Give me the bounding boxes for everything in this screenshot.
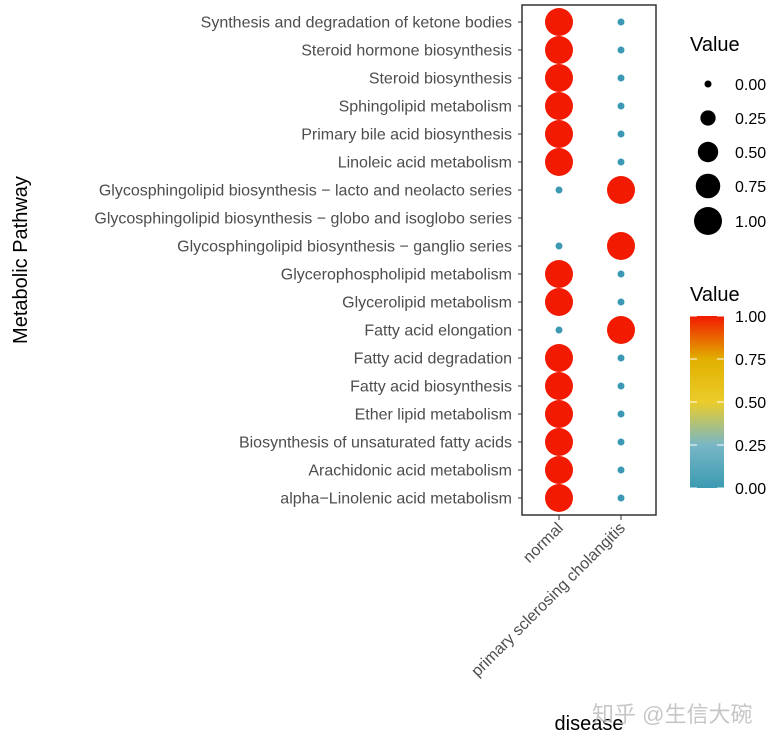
y-tick-label: Fatty acid biosynthesis	[350, 379, 512, 396]
data-point	[617, 354, 625, 362]
data-point	[545, 8, 573, 36]
data-point	[617, 158, 625, 166]
colorbar-label: 0.25	[735, 438, 766, 455]
data-point	[607, 232, 635, 260]
data-point	[545, 120, 573, 148]
data-point	[545, 260, 573, 288]
data-point	[555, 326, 563, 334]
data-point	[617, 382, 625, 390]
data-point	[617, 410, 625, 418]
size-legend-key	[695, 173, 721, 199]
y-tick-label: Arachidonic acid metabolism	[308, 463, 512, 480]
y-tick-label: Ether lipid metabolism	[355, 407, 512, 424]
y-tick-label: Glycerophospholipid metabolism	[281, 267, 512, 284]
size-legend-key	[700, 110, 716, 126]
plot-panel	[521, 4, 657, 516]
size-legend-key	[704, 80, 712, 88]
data-point	[545, 64, 573, 92]
x-tick-label: normal	[520, 520, 567, 567]
data-point	[545, 372, 573, 400]
data-point	[617, 438, 625, 446]
watermark: 知乎 @生信大碗	[592, 702, 752, 727]
y-tick-label: Steroid biosynthesis	[369, 71, 512, 88]
y-axis-title: Metabolic Pathway	[10, 176, 32, 344]
size-legend-label: 0.00	[735, 77, 766, 94]
y-tick-label: Glycerolipid metabolism	[342, 295, 512, 312]
size-legend-label: 1.00	[735, 214, 766, 231]
size-legend-label: 0.25	[735, 111, 766, 128]
data-point	[607, 176, 635, 204]
data-point	[617, 130, 625, 138]
y-tick-label: Primary bile acid biosynthesis	[301, 127, 512, 144]
data-point	[545, 456, 573, 484]
x-axis-title: disease	[555, 713, 624, 735]
data-point	[545, 484, 573, 512]
data-point	[555, 186, 563, 194]
data-point	[617, 18, 625, 26]
y-tick-label: Sphingolipid metabolism	[339, 99, 512, 116]
y-tick-label: Glycosphingolipid biosynthesis − lacto a…	[99, 183, 512, 200]
y-tick-label: Fatty acid elongation	[364, 323, 512, 340]
data-point	[545, 92, 573, 120]
data-point	[617, 46, 625, 54]
y-tick-label: Steroid hormone biosynthesis	[301, 43, 512, 60]
colorbar-label: 0.75	[735, 352, 766, 369]
data-point	[617, 298, 625, 306]
data-point	[545, 36, 573, 64]
y-tick-label: Glycosphingolipid biosynthesis − ganglio…	[177, 239, 512, 256]
data-point	[617, 74, 625, 82]
size-legend-key	[694, 207, 722, 235]
size-legend-key	[697, 141, 719, 163]
data-point	[617, 102, 625, 110]
y-tick-label: Linoleic acid metabolism	[338, 155, 512, 172]
colorbar-label: 1.00	[735, 309, 766, 326]
colorbar-label: 0.50	[735, 395, 766, 412]
colorbar-label: 0.00	[735, 481, 766, 498]
y-tick-label: Fatty acid degradation	[354, 351, 512, 368]
size-legend-label: 0.50	[735, 145, 766, 162]
size-legend-title: Value	[690, 34, 740, 56]
data-point	[545, 288, 573, 316]
data-point	[545, 148, 573, 176]
y-tick-label: Biosynthesis of unsaturated fatty acids	[239, 435, 512, 452]
data-point	[545, 344, 573, 372]
data-point	[545, 428, 573, 456]
data-point	[545, 400, 573, 428]
data-point	[617, 494, 625, 502]
color-legend-title: Value	[690, 284, 740, 306]
data-point	[617, 466, 625, 474]
y-tick-label: Synthesis and degradation of ketone bodi…	[201, 15, 512, 32]
size-legend-label: 0.75	[735, 179, 766, 196]
y-tick-label: alpha−Linolenic acid metabolism	[280, 491, 512, 508]
data-point	[607, 316, 635, 344]
data-point	[555, 242, 563, 250]
data-point	[617, 270, 625, 278]
y-tick-label: Glycosphingolipid biosynthesis − globo a…	[94, 211, 512, 228]
